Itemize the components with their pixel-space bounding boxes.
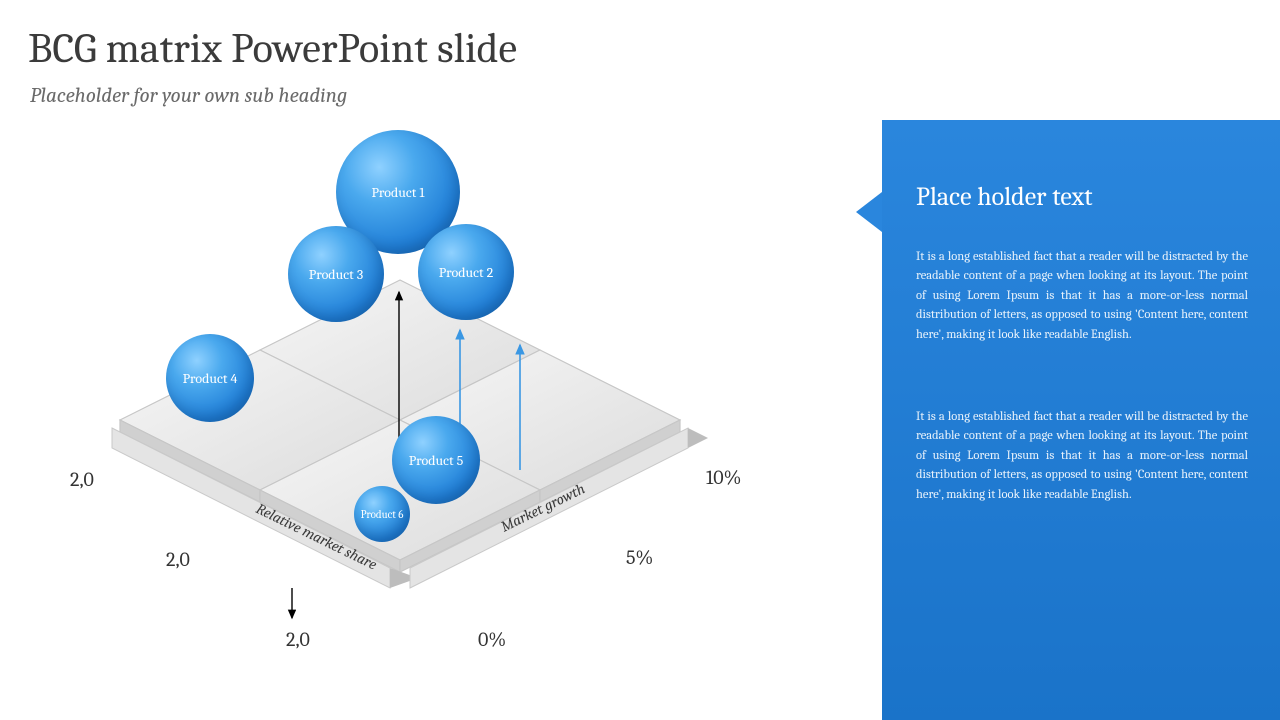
bubble-product-4: Product 4 xyxy=(166,334,254,422)
slide-title: BCG matrix PowerPoint slide xyxy=(28,24,517,73)
left-tick-2: 2,0 xyxy=(286,628,310,651)
panel-pointer-icon xyxy=(856,192,882,232)
slide-subtitle: Placeholder for your own sub heading xyxy=(30,84,347,108)
right-tick-1: 5% xyxy=(626,546,653,569)
bcg-chart: Relative market share Market growth Prod… xyxy=(60,140,800,700)
panel-paragraph-1: It is a long established fact that a rea… xyxy=(916,248,1248,345)
panel-heading: Place holder text xyxy=(916,182,1093,212)
right-tick-2: 0% xyxy=(478,628,506,651)
left-tick-1: 2,0 xyxy=(166,548,190,571)
bubble-product-6: Product 6 xyxy=(354,486,410,542)
bubble-product-2: Product 2 xyxy=(418,224,514,320)
bubble-product-3: Product 3 xyxy=(288,226,384,322)
left-tick-0: 2,0 xyxy=(70,468,94,491)
right-tick-0: 10% xyxy=(706,466,741,489)
slide: BCG matrix PowerPoint slide Placeholder … xyxy=(0,0,1280,720)
side-panel: Place holder text It is a long establish… xyxy=(882,120,1280,720)
bubble-product-5: Product 5 xyxy=(392,416,480,504)
panel-paragraph-2: It is a long established fact that a rea… xyxy=(916,408,1248,505)
